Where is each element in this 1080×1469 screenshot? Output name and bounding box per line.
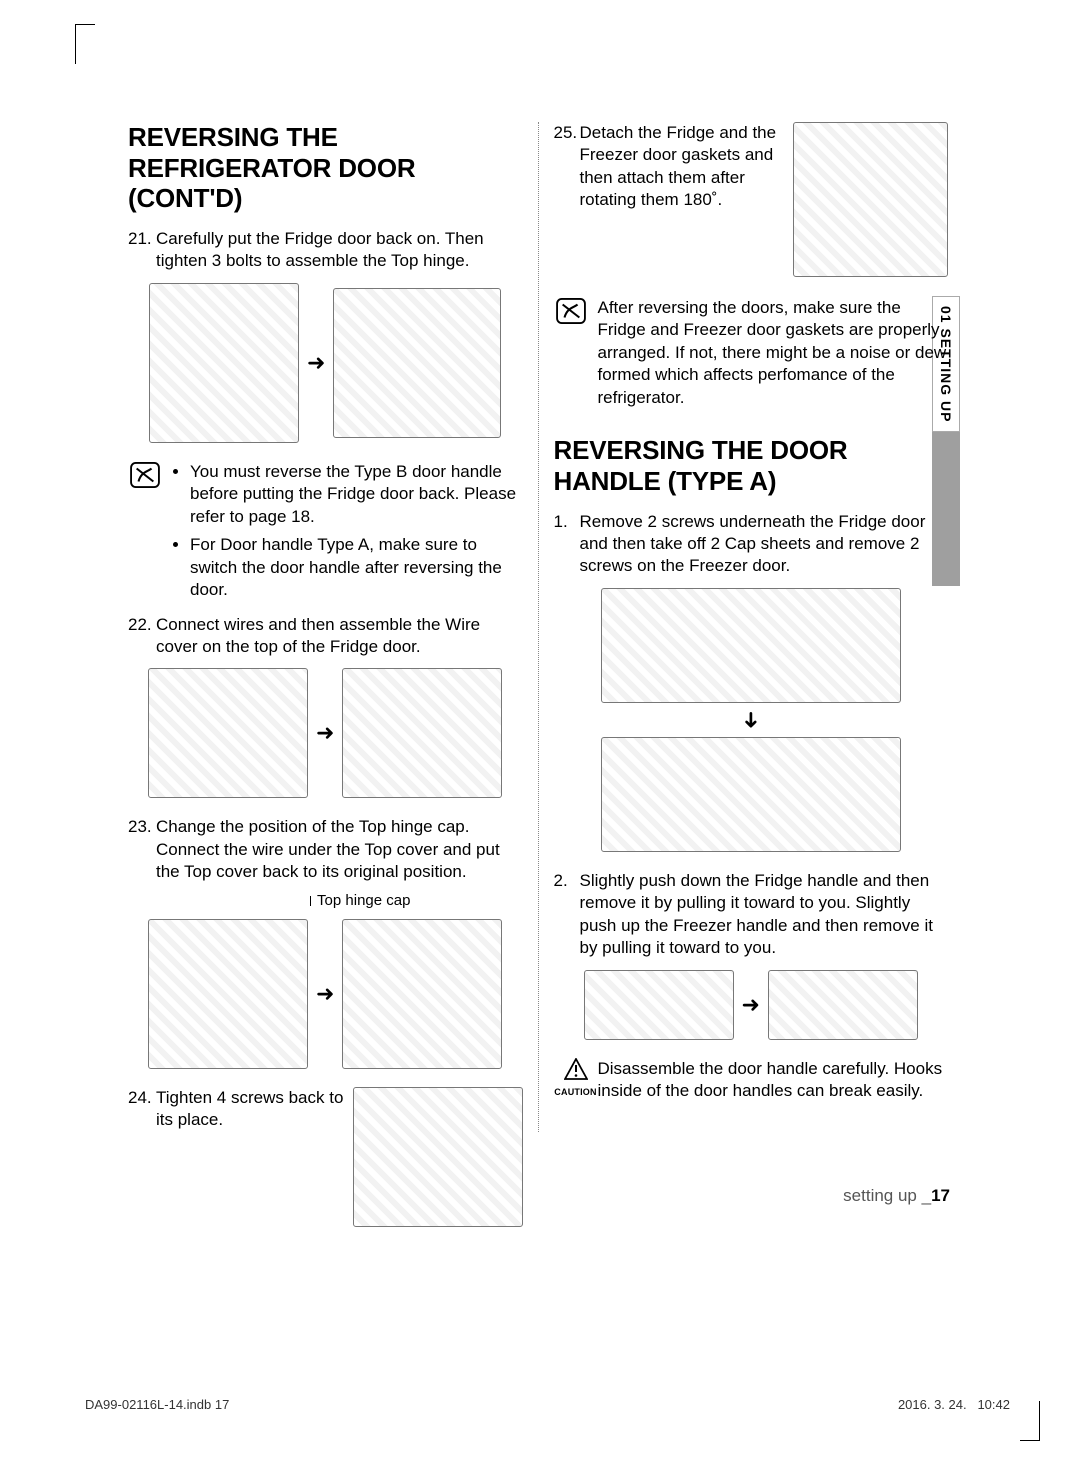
figure-handle-1: ➜ — [554, 588, 949, 852]
diagram-handle-after — [768, 970, 918, 1040]
note-icon — [554, 297, 588, 325]
arrow-icon: ➜ — [307, 350, 325, 376]
step-21: 21. Carefully put the Fridge door back o… — [128, 228, 523, 273]
arrow-down-icon: ➜ — [738, 711, 764, 729]
diagram-wire-cover-after — [342, 668, 502, 798]
diagram-gaskets-rotate — [793, 122, 948, 277]
note-icon — [128, 461, 162, 489]
diagram-remove-screws-lower — [601, 737, 901, 852]
note-1-bullet-2: For Door handle Type A, make sure to swi… — [190, 534, 523, 601]
diagram-fridge-front — [149, 283, 299, 443]
step-25: 25. Detach the Fridge and the Freezer do… — [554, 122, 788, 212]
diagram-wire-cover-before — [148, 668, 308, 798]
step-23: 23. Change the position of the Top hinge… — [128, 816, 523, 883]
column-divider — [538, 122, 539, 1132]
content: REVERSING THE REFRIGERATOR DOOR (CONT'D)… — [128, 122, 948, 1227]
top-hinge-caption: Top hinge cap — [198, 892, 523, 909]
diagram-remove-screws-upper — [601, 588, 901, 703]
figure-21: ➜ — [128, 283, 523, 443]
arrow-icon: ➜ — [742, 992, 760, 1018]
crop-mark-br — [1020, 1401, 1040, 1441]
caution: CAUTION Disassemble the door handle care… — [554, 1058, 949, 1103]
note-2: After reversing the doors, make sure the… — [554, 297, 949, 409]
right-column: 25. Detach the Fridge and the Freezer do… — [554, 122, 949, 1227]
step-24: 24. Tighten 4 screws back to its place. — [128, 1087, 345, 1132]
heading-reversing-door: REVERSING THE REFRIGERATOR DOOR (CONT'D) — [128, 122, 523, 214]
doc-id: DA99-02116L-14.indb 17 — [85, 1397, 229, 1412]
crop-mark-tl — [75, 24, 95, 64]
step-1: 1. Remove 2 screws underneath the Fridge… — [554, 511, 949, 578]
print-date: 2016. 3. 24. — [898, 1397, 967, 1412]
caution-text: Disassemble the door handle carefully. H… — [598, 1058, 949, 1103]
diagram-top-hinge-cap-after — [342, 919, 502, 1069]
print-footer: DA99-02116L-14.indb 17 2016. 3. 24. 10:4… — [85, 1397, 1010, 1412]
diagram-handle-before — [584, 970, 734, 1040]
page-footer-section: setting up _17 — [843, 1186, 950, 1206]
print-time: 10:42 — [977, 1397, 1010, 1412]
step-22: 22. Connect wires and then assemble the … — [128, 614, 523, 659]
heading-reversing-handle: REVERSING THE DOOR HANDLE (TYPE A) — [554, 435, 949, 496]
arrow-icon: ➜ — [316, 981, 334, 1007]
caution-label: CAUTION — [554, 1087, 598, 1097]
diagram-tighten-screws — [353, 1087, 523, 1227]
diagram-top-hinge-cap-before — [148, 919, 308, 1069]
left-column: REVERSING THE REFRIGERATOR DOOR (CONT'D)… — [128, 122, 523, 1227]
arrow-icon: ➜ — [316, 720, 334, 746]
figure-handle-2: ➜ — [554, 970, 949, 1040]
figure-22: ➜ — [128, 668, 523, 798]
note-1: You must reverse the Type B door handle … — [128, 461, 523, 608]
step-2: 2. Slightly push down the Fridge handle … — [554, 870, 949, 960]
caution-icon — [564, 1058, 588, 1080]
diagram-top-hinge-bolts — [333, 288, 501, 438]
note-1-bullet-1: You must reverse the Type B door handle … — [190, 461, 523, 528]
figure-23: ➜ — [128, 919, 523, 1069]
